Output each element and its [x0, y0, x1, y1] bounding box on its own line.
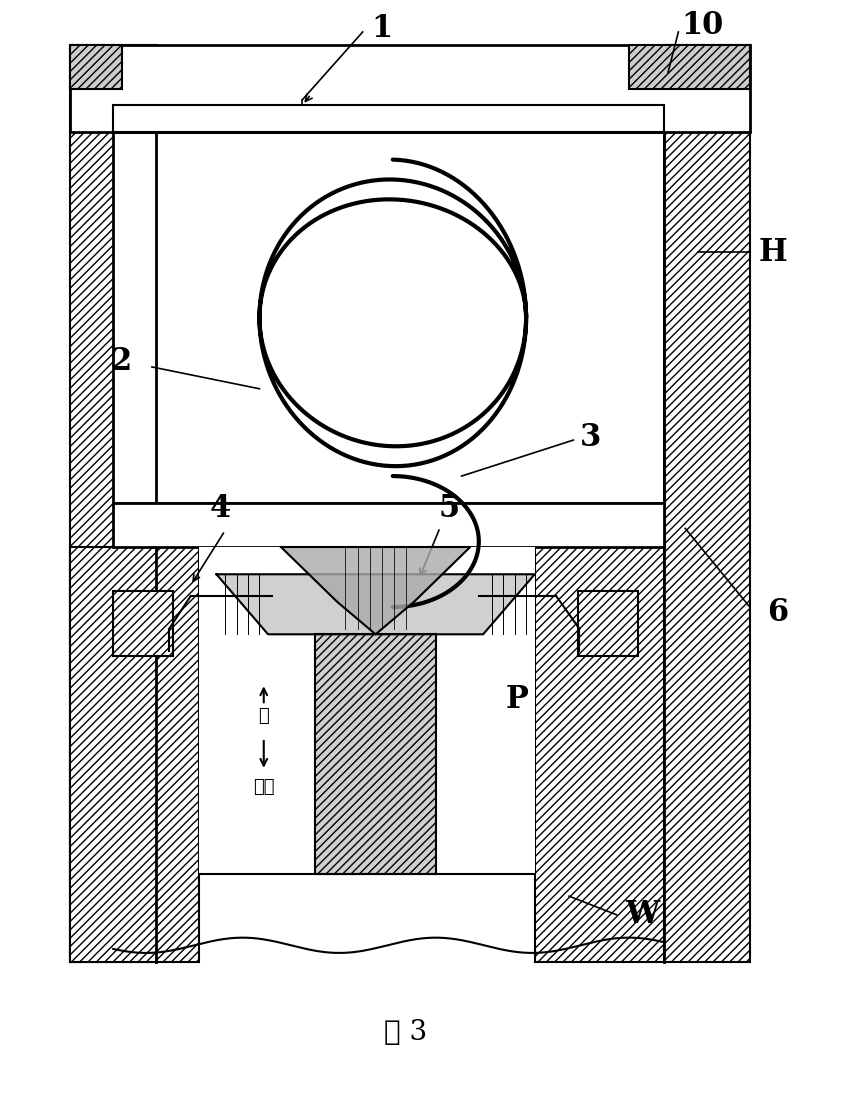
Bar — [113, 132, 664, 503]
Text: 运行: 运行 — [253, 778, 274, 796]
Bar — [629, 45, 750, 89]
Bar — [70, 45, 122, 89]
Text: P: P — [506, 684, 529, 715]
Bar — [577, 591, 638, 656]
Text: W: W — [625, 899, 659, 930]
Text: 6: 6 — [767, 597, 788, 628]
Bar — [535, 547, 664, 962]
Bar — [113, 591, 173, 656]
Polygon shape — [217, 574, 535, 635]
Text: 5: 5 — [438, 493, 459, 524]
Bar — [70, 45, 156, 962]
Text: 3: 3 — [580, 422, 602, 453]
Polygon shape — [281, 547, 470, 635]
Bar — [70, 45, 750, 132]
Text: 1: 1 — [371, 13, 393, 44]
Bar — [535, 547, 664, 678]
Text: 图 3: 图 3 — [384, 1020, 427, 1046]
Text: 4: 4 — [210, 493, 231, 524]
Text: H: H — [759, 237, 787, 268]
Bar — [113, 547, 217, 678]
Bar — [315, 635, 436, 874]
Bar — [199, 547, 535, 874]
Bar — [113, 503, 664, 547]
Bar — [113, 105, 664, 132]
Bar — [70, 547, 199, 962]
Bar — [664, 45, 750, 962]
Text: 2: 2 — [111, 346, 132, 377]
Text: 10: 10 — [681, 10, 723, 40]
Text: 气: 气 — [258, 707, 269, 725]
